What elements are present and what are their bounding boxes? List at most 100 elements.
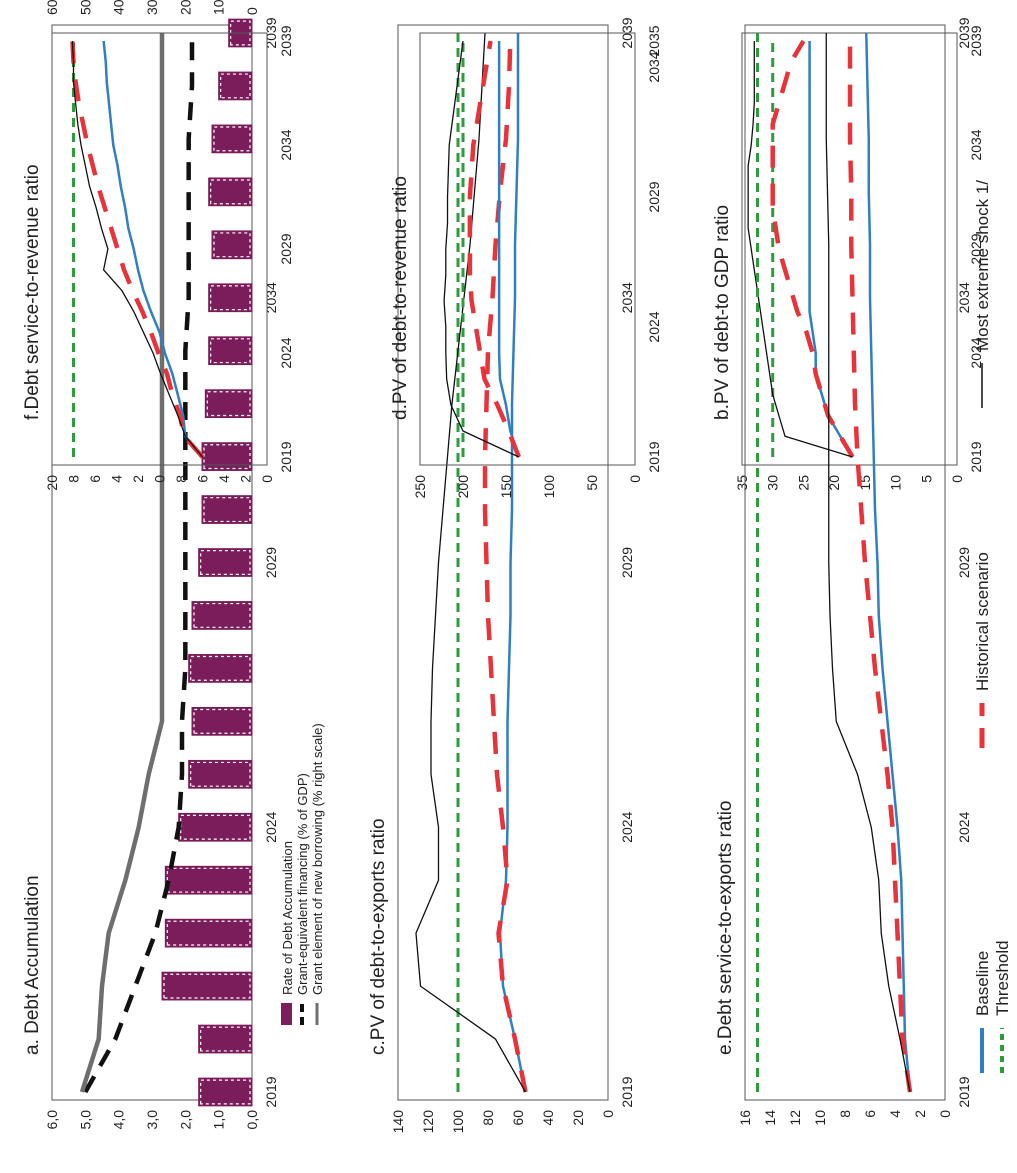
panel-d-xtick: 2019 [646,441,662,472]
panel-f-ytick: 4 [216,475,232,483]
panel-b-ytick: 10 [888,475,904,491]
panel-d-historical-scenario-line [467,40,521,458]
legend-baseline-label: Baseline [973,951,992,1016]
panel-a-ytick: 6,0 [44,1110,60,1130]
debt-accumulation-bar-pattern [180,814,251,840]
panel-b-title: b.PV of debt-to GDP ratio [712,205,733,420]
panel-b: b.PV of debt-to GDP ratio201920242029203… [712,25,984,490]
panel-a-title: a. Debt Accumulation [22,875,43,1055]
panel-c-ytick: 140 [390,1110,406,1134]
panel-e-ytick: 6 [862,1110,878,1118]
panel-d-frame [419,32,636,466]
panel-e-baseline-line [865,32,912,1093]
panel-b-xtick: 2029 [968,233,984,264]
panel-f-ytick: 0 [152,475,168,483]
legend-dashed-label: Grant-equivalent financing (% of GDP) [295,773,310,995]
debt-accumulation-bar [161,971,253,1001]
panel-b-xtick: 2039 [968,25,984,56]
debt-accumulation-bar-pattern [210,179,251,205]
debt-accumulation-bar-pattern [193,708,251,734]
legend-threshold-label: Threshold [993,940,1012,1016]
panel-d-ytick: 100 [541,475,557,499]
panel-c-ytick: 20 [570,1110,586,1126]
panel-c-ytick: 120 [420,1110,436,1134]
panel-e: e.Debt service-to-exports ratio201920242… [715,17,972,1125]
panel-b-frame [741,32,958,466]
panel-a-legend: Rate of Debt Accumulation Grant-equivalen… [280,723,325,1025]
debt-accumulation-bar [198,1024,253,1054]
debt-accumulation-bar [208,283,253,313]
grant-element-line [79,33,165,1093]
panel-d-ytick: 0 [627,475,643,483]
panel-f-ytick: 4 [109,475,125,483]
panel-c-ytick: 80 [480,1110,496,1126]
panel-d-xtick: 2034 [646,51,662,82]
panel-e-ytick: 10 [812,1110,828,1126]
panel-e-ytick: 0 [937,1110,953,1118]
panel-b-xtick: 2019 [968,441,984,472]
panel-a-ytick-right: 10 [211,0,227,15]
panel-a-xtick: 2019 [263,1076,279,1107]
debt-accumulation-bar [211,230,253,260]
panel-a-ytick-right: 60 [44,0,60,15]
debt-accumulation-bar [208,336,253,366]
panel-e-ytick: 12 [787,1110,803,1126]
legend-historical-label: Historical scenario [973,552,992,691]
debt-accumulation-bar [211,124,253,154]
grant-equivalent-financing-line [83,33,195,1094]
panel-b-ytick: 30 [765,475,781,491]
panel-d-xtick: 2035 [646,25,662,56]
panel-c-frame [397,24,609,1101]
legend-bar-label: Rate of Debt Accumulation [280,841,295,995]
panel-d-ytick: 50 [584,475,600,491]
panel-a-ytick-right: 40 [111,0,127,15]
panel-c-xtick: 2019 [619,1076,635,1107]
panel-c-ytick: 0 [600,1110,616,1118]
debt-accumulation-bar [218,71,253,101]
panel-a-ytick-right: 50 [77,0,93,15]
panel-c-historical-scenario-line [482,32,528,1093]
debt-accumulation-bar-pattern [200,1079,251,1105]
panel-f-xtick: 2039 [278,25,294,56]
panel-f-baseline-line [102,40,204,458]
panel-e-ytick: 16 [737,1110,753,1126]
panel-b-ytick: 25 [795,475,811,491]
debt-accumulation-bar-pattern [210,285,251,311]
debt-accumulation-bar-pattern [206,391,251,417]
panel-b-ytick: 0 [949,475,965,483]
panel-e-xtick: 2019 [956,1076,972,1107]
panel-d-xtick: 2024 [646,311,662,342]
panel-e-xtick: 2024 [956,811,972,842]
debt-accumulation-bar-pattern [163,973,251,999]
legend-grey-label: Grant element of new borrowing (% right … [310,723,325,995]
panel-a-ytick: 2,0 [177,1110,193,1130]
panel-a-ytick-right: 20 [177,0,193,15]
panel-e-xtick: 2039 [956,17,972,48]
panel-d-most-extreme-shock-line [443,40,520,458]
legend-bar-swatch [281,1003,292,1025]
figure-rotated-group: a. Debt Accumulation20192024202920342039… [22,0,1012,1133]
panel-e-ytick: 2 [912,1110,928,1118]
panel-b-historical-scenario-line [770,39,855,459]
panel-c-baseline-line [498,33,527,1093]
panel-f-xtick: 2029 [278,233,294,264]
debt-accumulation-bar [204,389,253,419]
panel-e-historical-scenario-line [847,33,913,1093]
panel-a-xtick: 2034 [263,282,279,313]
panel-f-frame [51,32,268,466]
panel-f-ytick: 8 [66,475,82,483]
panel-e-ytick: 14 [762,1110,778,1126]
debt-accumulation-bar-pattern [203,444,251,470]
panel-c-title: c.PV of debt-to-exports ratio [368,818,389,1055]
panel-f-title: f.Debt service-to-revenue ratio [22,164,43,420]
panel-a-ytick: 3,0 [144,1110,160,1130]
panel-f-ytick: 6 [87,475,103,483]
panel-e-most-extreme-shock-line [825,33,911,1093]
panel-a-xtick: 2029 [263,547,279,578]
panel-f-xtick: 2024 [278,337,294,368]
panel-d-ytick: 250 [412,475,428,499]
debt-accumulation-bar [188,759,253,789]
debt-accumulation-bar-pattern [210,338,251,364]
